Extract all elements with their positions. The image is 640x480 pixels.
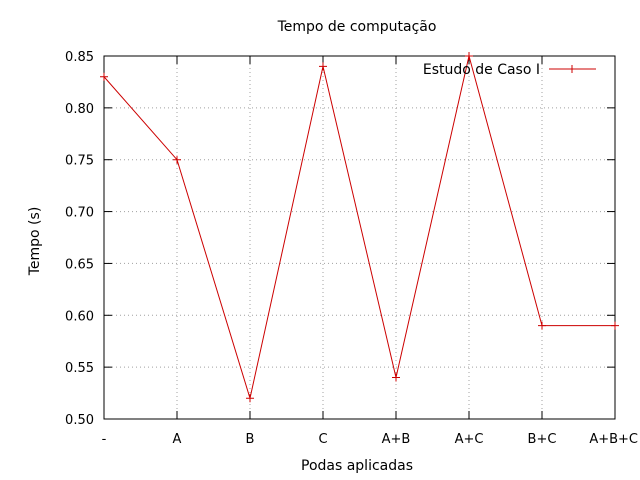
x-tick-label: B xyxy=(246,432,255,447)
x-tick-label: - xyxy=(102,432,107,447)
legend-label: Estudo de Caso I xyxy=(423,62,540,78)
data-point-marker xyxy=(100,72,108,81)
x-tick-label: C xyxy=(318,432,327,447)
y-tick-label: 0.80 xyxy=(65,102,94,117)
data-point-marker xyxy=(173,155,181,164)
data-point-marker xyxy=(611,321,619,330)
y-tick-labels: 0.50 0.55 0.60 0.65 0.70 0.75 0.80 0.85 xyxy=(65,50,94,428)
legend: Estudo de Caso I xyxy=(423,62,596,78)
y-tick-label: 0.55 xyxy=(65,361,94,376)
y-tick-label: 0.85 xyxy=(65,50,94,65)
x-axis-label: Podas aplicadas xyxy=(301,458,413,474)
axis-ticks xyxy=(103,55,616,420)
x-tick-label: A+B xyxy=(382,432,411,447)
chart-title: Tempo de computação xyxy=(277,19,437,35)
y-tick-label: 0.50 xyxy=(65,413,94,428)
data-point-marker xyxy=(246,394,254,403)
grid-lines xyxy=(104,56,615,419)
y-tick-label: 0.75 xyxy=(65,154,94,169)
x-tick-label: A xyxy=(173,432,182,447)
data-point-marker xyxy=(319,62,327,71)
data-point-marker xyxy=(392,373,400,382)
y-tick-label: 0.70 xyxy=(65,206,94,221)
x-tick-labels: - A B C A+B A+C B+C A+B+C xyxy=(102,432,638,447)
x-tick-label: A+B+C xyxy=(589,432,638,447)
legend-marker-cross xyxy=(568,65,576,73)
series xyxy=(100,52,619,403)
legend-marker xyxy=(568,65,576,73)
y-tick-label: 0.60 xyxy=(65,309,94,324)
y-tick-label: 0.65 xyxy=(65,257,94,272)
x-tick-label: A+C xyxy=(455,432,484,447)
data-point-marker xyxy=(538,321,546,330)
data-point-marker xyxy=(465,52,473,60)
y-axis-label: Tempo (s) xyxy=(27,207,43,277)
series-line xyxy=(103,55,615,401)
plot-border xyxy=(103,55,616,420)
x-tick-label: B+C xyxy=(528,432,557,447)
